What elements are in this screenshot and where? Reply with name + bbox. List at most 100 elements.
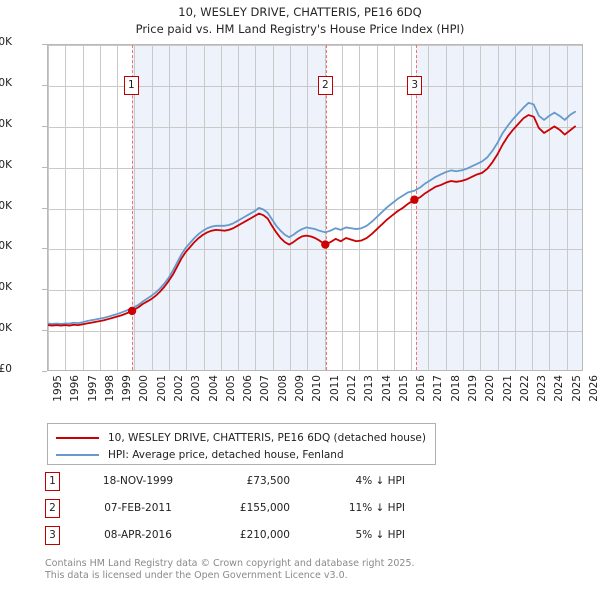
footer-line-1: Contains HM Land Registry data © Crown c… [45, 558, 415, 569]
x-tick-label: 2003 [190, 375, 203, 402]
grid-line-x [549, 45, 550, 370]
x-tick-label: 2016 [415, 375, 428, 402]
grid-line-x [394, 45, 395, 370]
x-tick-label: 1999 [121, 375, 134, 402]
series-lines [48, 101, 576, 327]
grid-line-x [342, 45, 343, 370]
grid-line-y [48, 127, 582, 128]
event-badge-3[interactable]: 3 [407, 76, 423, 95]
footer-attribution: Contains HM Land Registry data © Crown c… [45, 558, 565, 581]
y-tick-mark [42, 44, 47, 45]
x-tick-label: 2002 [173, 375, 186, 402]
grid-line-x [134, 45, 135, 370]
x-tick-label: 2022 [518, 375, 531, 402]
page-title: 10, WESLEY DRIVE, CHATTERIS, PE16 6DQ Pr… [0, 4, 600, 38]
x-tick-label: 2017 [432, 375, 445, 402]
chart-plot-area [47, 44, 583, 371]
grid-line-x [238, 45, 239, 370]
grid-line-x [100, 45, 101, 370]
y-tick-text: £50K [0, 322, 12, 335]
grid-line-x [567, 45, 568, 370]
transaction-price: £73,500 [246, 475, 290, 487]
grid-line-x [186, 45, 187, 370]
x-tick-label: 2006 [242, 375, 255, 402]
x-tick-label: 2015 [397, 375, 410, 402]
grid-line-y [48, 290, 582, 291]
transaction-date: 08-APR-2016 [104, 529, 172, 541]
x-tick-label: 2011 [328, 375, 341, 402]
grid-line-x [65, 45, 66, 370]
sale-point-2[interactable] [321, 240, 330, 249]
y-tick-mark [42, 167, 47, 168]
event-badge-2[interactable]: 2 [317, 76, 333, 95]
x-tick-label: 1997 [86, 375, 99, 402]
grid-line-x [204, 45, 205, 370]
event-line-1 [132, 45, 134, 370]
chart-legend: 10, WESLEY DRIVE, CHATTERIS, PE16 6DQ (d… [47, 423, 436, 465]
grid-line-x [169, 45, 170, 370]
y-tick-text: £250K [0, 158, 12, 171]
x-tick-label: 2000 [138, 375, 151, 402]
chart-title: 10, WESLEY DRIVE, CHATTERIS, PE16 6DQ [178, 5, 422, 19]
grid-line-x [498, 45, 499, 370]
legend-color-swatch [56, 454, 99, 456]
series-line [48, 101, 576, 325]
grid-line-x [290, 45, 291, 370]
grid-line-x [152, 45, 153, 370]
chart-subtitle: Price paid vs. HM Land Registry's House … [135, 22, 465, 36]
grid-line-y [48, 249, 582, 250]
sale-point-3[interactable] [410, 195, 419, 204]
transaction-index-badge: 3 [45, 526, 60, 545]
grid-line-y [48, 209, 582, 210]
x-tick-label: 2010 [311, 375, 324, 402]
transaction-price: £155,000 [239, 502, 290, 514]
y-tick-text: £200K [0, 199, 12, 212]
x-tick-label: 2008 [276, 375, 289, 402]
legend-item: HPI: Average price, detached house, Fenl… [56, 446, 344, 464]
x-tick-label: 1998 [103, 375, 116, 402]
grid-line-x [428, 45, 429, 370]
grid-line-x [307, 45, 308, 370]
y-tick-text: £400K [0, 36, 12, 48]
grid-line-x [83, 45, 84, 370]
grid-line-x [221, 45, 222, 370]
x-tick-label: 2026 [588, 375, 600, 402]
grid-line-y [48, 86, 582, 87]
grid-line-y [48, 331, 582, 332]
y-tick-mark [42, 85, 47, 86]
grid-line-x [359, 45, 360, 370]
x-tick-label: 2009 [294, 375, 307, 402]
grid-line-x [117, 45, 118, 370]
sale-point-1[interactable] [127, 306, 137, 316]
legend-label: 10, WESLEY DRIVE, CHATTERIS, PE16 6DQ (d… [108, 432, 426, 444]
event-badge-1[interactable]: 1 [123, 76, 139, 95]
legend-label: HPI: Average price, detached house, Fenl… [108, 449, 344, 461]
table-row[interactable]: 1 18-NOV-1999 £73,500 4% ↓ HPI [45, 472, 445, 494]
grid-line-x [325, 45, 326, 370]
grid-line-x [377, 45, 378, 370]
y-tick-mark [42, 248, 47, 249]
event-line-3 [415, 45, 417, 370]
grid-line-x [48, 45, 49, 370]
x-tick-label: 2013 [363, 375, 376, 402]
transaction-date: 18-NOV-1999 [102, 475, 174, 487]
x-tick-label: 2001 [155, 375, 168, 402]
x-tick-label: 2024 [553, 375, 566, 402]
legend-color-swatch [56, 437, 99, 439]
x-tick-label: 2019 [466, 375, 479, 402]
transaction-index-badge: 2 [45, 499, 60, 518]
transaction-date: 07-FEB-2011 [104, 502, 172, 514]
y-tick-mark [42, 208, 47, 209]
x-tick-label: 2018 [449, 375, 462, 402]
x-tick-label: 2020 [484, 375, 497, 402]
grid-line-x [273, 45, 274, 370]
event-line-2 [326, 45, 328, 370]
footer-line-2: This data is licensed under the Open Gov… [45, 569, 348, 581]
table-row[interactable]: 2 07-FEB-2011 £155,000 11% ↓ HPI [45, 499, 445, 521]
transaction-index-badge: 1 [45, 472, 60, 491]
x-tick-label: 2007 [259, 375, 272, 402]
x-tick-label: 2023 [536, 375, 549, 402]
table-row[interactable]: 3 08-APR-2016 £210,000 5% ↓ HPI [45, 526, 445, 548]
grid-line-y [48, 168, 582, 169]
